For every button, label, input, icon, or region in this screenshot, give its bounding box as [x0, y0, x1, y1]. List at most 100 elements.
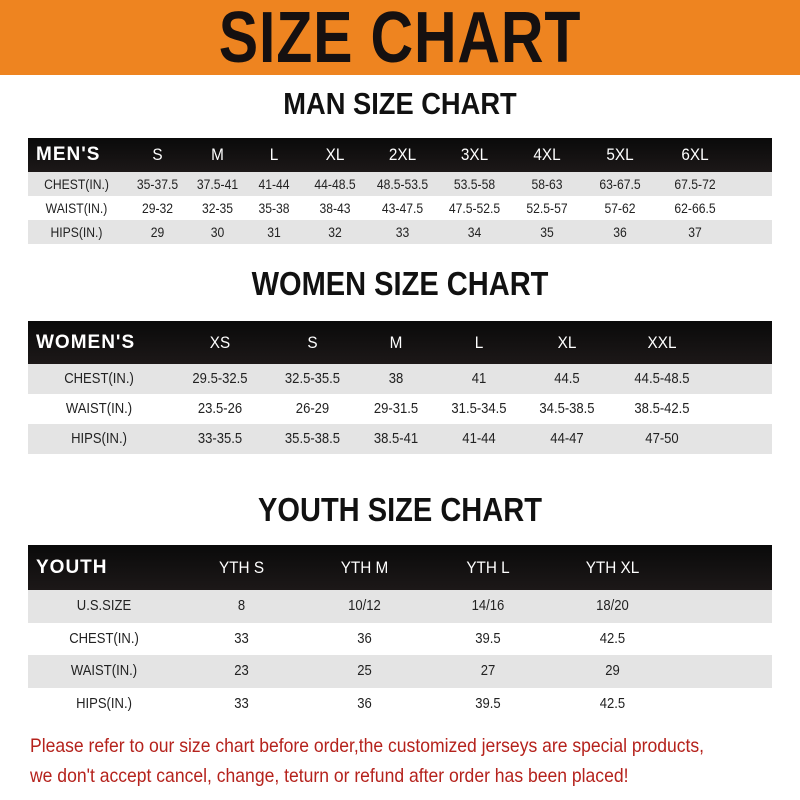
measurement-cell: 35-38	[258, 200, 290, 216]
table-corner-label: YOUTH	[36, 556, 108, 578]
measurement-cell: 35	[540, 224, 554, 240]
table-row: CHEST(IN.) 33 36 39.5 42.5	[28, 622, 772, 655]
size-header: M	[211, 145, 224, 164]
measurement-cell: 35.5-38.5	[284, 431, 341, 447]
footer-notice-line-1: Please refer to our size chart before or…	[30, 735, 705, 757]
measurement-cell: 41-44	[462, 431, 496, 447]
size-header: YTH S	[218, 557, 265, 577]
measurement-cell: 34.5-38.5	[539, 401, 595, 417]
youth-section-title: YOUTH SIZE CHART	[258, 491, 542, 528]
measurement-cell: 44-48.5	[314, 176, 356, 192]
table-corner-label: MEN'S	[36, 144, 101, 165]
measurement-cell: 38	[388, 371, 404, 387]
women-section-title: WOMEN SIZE CHART	[251, 265, 549, 302]
measurement-cell: 37	[688, 224, 702, 240]
row-label: WAIST(IN.)	[65, 401, 133, 417]
table-corner-label: WOMEN'S	[36, 331, 136, 353]
size-header: 3XL	[460, 145, 489, 164]
row-label: CHEST(IN.)	[69, 630, 139, 647]
measurement-cell: 41-44	[258, 176, 290, 192]
measurement-cell: 36	[357, 630, 372, 647]
measurement-cell: 41	[471, 371, 487, 387]
measurement-cell: 29	[605, 663, 620, 680]
measurement-cell: 47.5-52.5	[448, 200, 501, 216]
measurement-cell: 33-35.5	[197, 431, 243, 447]
measurement-cell: 38-43	[319, 200, 351, 216]
measurement-cell: 23.5-26	[197, 401, 243, 417]
measurement-cell: 48.5-53.5	[376, 176, 429, 192]
row-label: HIPS(IN.)	[71, 431, 127, 447]
measurement-cell: 57-62	[604, 200, 636, 216]
measurement-cell: 31	[267, 224, 281, 240]
size-header: S	[152, 145, 163, 164]
measurement-cell: 44.5-48.5	[634, 371, 690, 387]
men-size-table: MEN'S S M L XL 2XL 3XL 4XL 5XL 6XL CHEST(IN.) 35-37…	[28, 138, 772, 244]
size-header: 4XL	[533, 145, 561, 164]
row-label: CHEST(IN.)	[44, 176, 109, 192]
size-header: 6XL	[681, 145, 709, 164]
size-header: M	[389, 332, 403, 352]
size-header: S	[307, 332, 318, 352]
measurement-cell: 29-32	[141, 200, 174, 216]
size-header: XS	[209, 332, 231, 352]
size-header: 2XL	[388, 145, 417, 164]
row-label: WAIST(IN.)	[70, 663, 138, 680]
size-header: 5XL	[606, 145, 634, 164]
table-row: WAIST(IN.) 23 25 27 29	[28, 655, 772, 688]
measurement-cell: 36	[357, 695, 372, 712]
row-label: HIPS(IN.)	[50, 224, 103, 240]
table-header-row: WOMEN'S XS S M L XL XXL	[28, 321, 772, 364]
measurement-cell: 62-66.5	[674, 200, 716, 216]
measurement-cell: 33	[395, 224, 410, 240]
row-label: CHEST(IN.)	[64, 371, 134, 387]
women-size-table: WOMEN'S XS S M L XL XXL CHEST(IN.) 29.5-32.5 32.5…	[28, 321, 772, 454]
size-header: YTH XL	[585, 557, 640, 577]
table-row: CHEST(IN.) 35-37.5 37.5-41 41-44 44-48.5 48.5…	[28, 172, 772, 196]
measurement-cell: 39.5	[475, 695, 501, 712]
footer-notice-line-2: we don't accept cancel, change, teturn o…	[30, 765, 629, 787]
measurement-cell: 58-63	[531, 176, 563, 192]
table-row: U.S.SIZE 8 10/12 14/16 18/20	[28, 590, 772, 623]
measurement-cell: 42.5	[599, 695, 626, 712]
table-row: WAIST(IN.) 23.5-26 26-29 29-31.5 31.5-34.5 34…	[28, 394, 772, 424]
measurement-cell: 23	[234, 663, 249, 680]
size-header: L	[269, 145, 279, 164]
measurement-cell: 27	[480, 663, 496, 680]
measurement-cell: 32-35	[201, 200, 234, 216]
table-row: HIPS(IN.) 29 30 31 32 33 34 35 36 37	[28, 220, 772, 244]
measurement-cell: 26-29	[295, 401, 330, 417]
row-label: HIPS(IN.)	[76, 695, 132, 712]
measurement-cell: 30	[210, 224, 225, 240]
measurement-cell: 32.5-35.5	[284, 371, 341, 387]
size-header: L	[474, 332, 484, 352]
measurement-cell: 44-47	[550, 431, 584, 447]
measurement-cell: 37.5-41	[196, 176, 239, 192]
size-header: YTH M	[340, 557, 389, 577]
table-header-row: MEN'S S M L XL 2XL 3XL 4XL 5XL 6XL	[28, 138, 772, 172]
title-banner: SIZE CHART	[0, 0, 800, 78]
measurement-cell: 67.5-72	[674, 176, 716, 192]
measurement-cell: 8	[237, 598, 246, 615]
measurement-cell: 29	[150, 224, 165, 240]
measurement-cell: 25	[357, 663, 372, 680]
size-header: XL	[325, 145, 345, 164]
table-row: CHEST(IN.) 29.5-32.5 32.5-35.5 38 41 44.5 44.5…	[28, 364, 772, 394]
measurement-cell: 29-31.5	[373, 401, 419, 417]
measurement-cell: 53.5-58	[453, 176, 496, 192]
measurement-cell: 42.5	[599, 630, 626, 647]
measurement-cell: 43-47.5	[381, 200, 424, 216]
row-label: WAIST(IN.)	[45, 200, 108, 216]
measurement-cell: 44.5	[554, 371, 580, 387]
youth-size-table: YOUTH YTH S YTH M YTH L YTH XL U.S.SIZE 8 10/12…	[28, 545, 772, 720]
measurement-cell: 29.5-32.5	[192, 371, 248, 387]
measurement-cell: 36	[613, 224, 627, 240]
measurement-cell: 33	[234, 630, 249, 647]
measurement-cell: 18/20	[596, 598, 629, 615]
size-header: XL	[557, 332, 577, 352]
size-header: YTH L	[466, 557, 510, 577]
size-header: XXL	[647, 332, 677, 352]
measurement-cell: 35-37.5	[136, 176, 179, 192]
measurement-cell: 33	[234, 695, 249, 712]
measurement-cell: 14/16	[471, 598, 505, 615]
